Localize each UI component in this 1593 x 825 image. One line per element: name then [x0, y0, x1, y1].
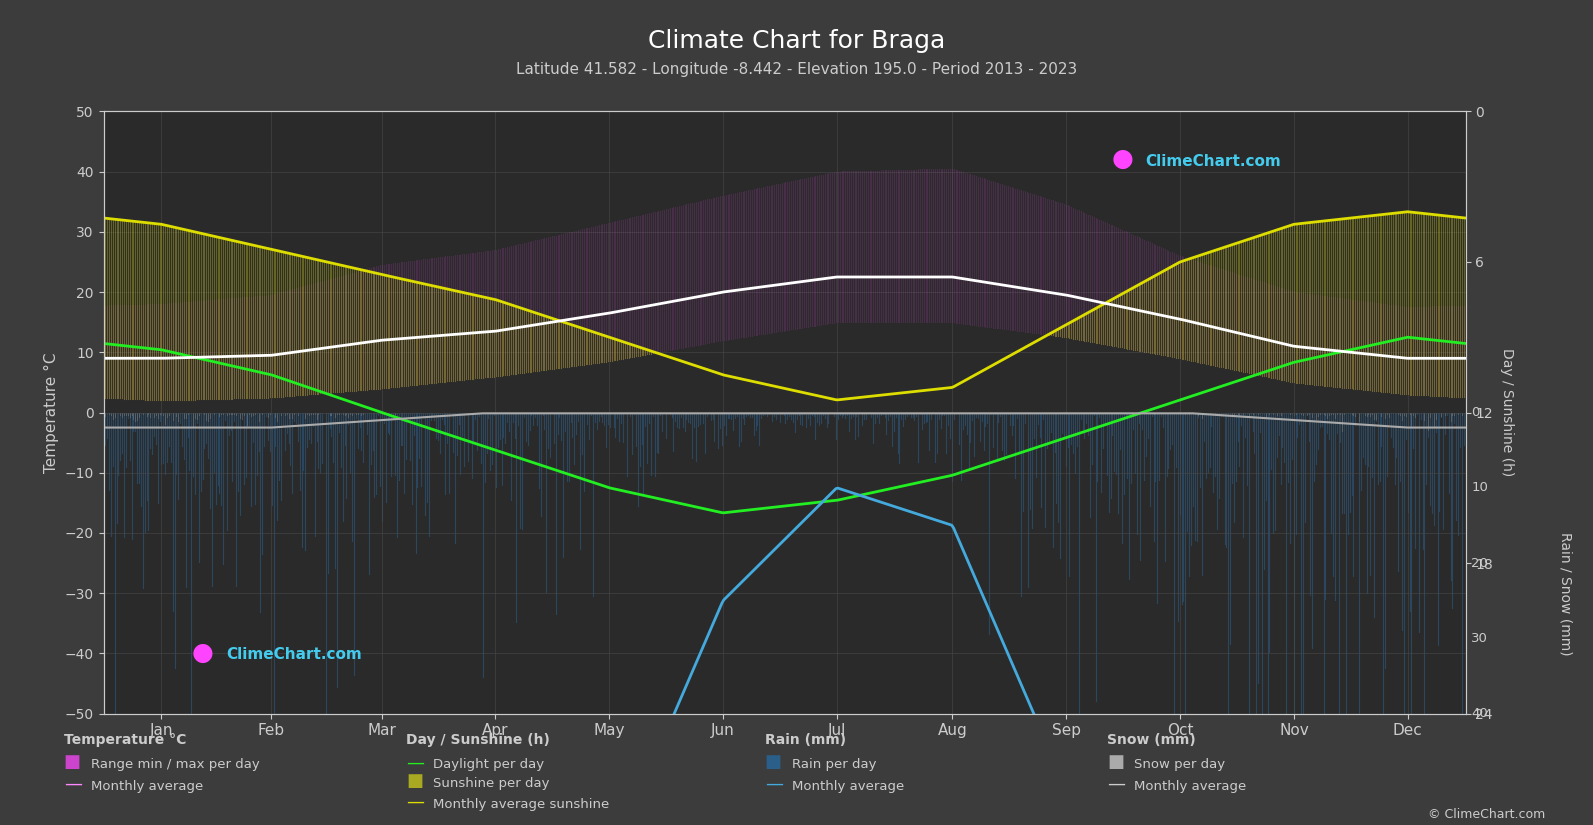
Text: —: — — [1107, 775, 1125, 793]
Text: 0: 0 — [1472, 406, 1480, 419]
Text: Rain (mm): Rain (mm) — [765, 733, 846, 747]
Text: Daylight per day: Daylight per day — [433, 758, 545, 771]
Text: ●: ● — [1112, 147, 1133, 171]
Text: ClimeChart.com: ClimeChart.com — [226, 648, 362, 662]
Text: Rain / Snow (mm): Rain / Snow (mm) — [1560, 532, 1572, 656]
Text: 20: 20 — [1472, 557, 1488, 569]
Text: —: — — [406, 753, 424, 771]
Text: ■: ■ — [64, 753, 81, 771]
Text: ■: ■ — [1107, 753, 1125, 771]
Text: Monthly average sunshine: Monthly average sunshine — [433, 798, 610, 811]
Text: ●: ● — [193, 640, 213, 664]
Text: ClimeChart.com: ClimeChart.com — [1145, 153, 1281, 168]
Text: 10: 10 — [1472, 481, 1488, 494]
Text: Climate Chart for Braga: Climate Chart for Braga — [648, 29, 945, 53]
Text: Sunshine per day: Sunshine per day — [433, 777, 550, 790]
Text: Snow per day: Snow per day — [1134, 758, 1225, 771]
Text: Rain per day: Rain per day — [792, 758, 876, 771]
Text: Range min / max per day: Range min / max per day — [91, 758, 260, 771]
Text: —: — — [406, 793, 424, 811]
Text: ■: ■ — [765, 753, 782, 771]
Text: Temperature °C: Temperature °C — [64, 733, 186, 747]
Text: Monthly average: Monthly average — [91, 780, 202, 793]
Y-axis label: Temperature °C: Temperature °C — [45, 352, 59, 473]
Text: Snow (mm): Snow (mm) — [1107, 733, 1196, 747]
Text: Monthly average: Monthly average — [792, 780, 903, 793]
Text: Latitude 41.582 - Longitude -8.442 - Elevation 195.0 - Period 2013 - 2023: Latitude 41.582 - Longitude -8.442 - Ele… — [516, 62, 1077, 77]
Text: 30: 30 — [1472, 632, 1488, 645]
Text: Monthly average: Monthly average — [1134, 780, 1246, 793]
Text: Day / Sunshine (h): Day / Sunshine (h) — [406, 733, 550, 747]
Y-axis label: Day / Sunshine (h): Day / Sunshine (h) — [1501, 348, 1513, 477]
Text: ■: ■ — [406, 772, 424, 790]
Text: © ClimeChart.com: © ClimeChart.com — [1427, 808, 1545, 822]
Text: —: — — [64, 775, 81, 793]
Text: —: — — [765, 775, 782, 793]
Text: 40: 40 — [1472, 707, 1488, 720]
